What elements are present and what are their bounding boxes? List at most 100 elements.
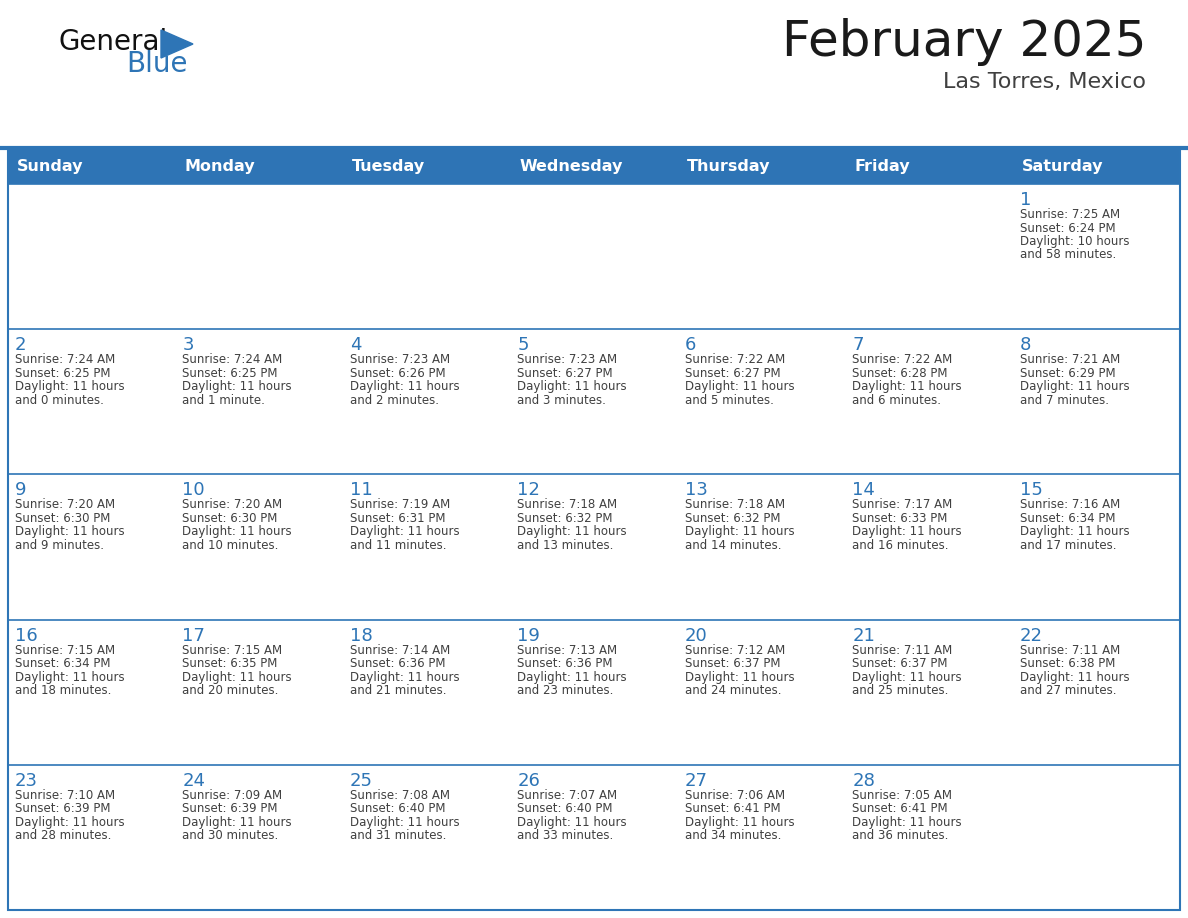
Text: and 18 minutes.: and 18 minutes.: [15, 684, 112, 697]
Text: Sunrise: 7:24 AM: Sunrise: 7:24 AM: [183, 353, 283, 366]
Text: Daylight: 11 hours: Daylight: 11 hours: [517, 671, 627, 684]
Text: and 20 minutes.: and 20 minutes.: [183, 684, 279, 697]
Text: Sunrise: 7:25 AM: Sunrise: 7:25 AM: [1019, 208, 1120, 221]
Text: and 2 minutes.: and 2 minutes.: [349, 394, 438, 407]
Text: Sunset: 6:32 PM: Sunset: 6:32 PM: [684, 512, 781, 525]
Text: 15: 15: [1019, 481, 1042, 499]
Text: 6: 6: [684, 336, 696, 354]
Text: Daylight: 11 hours: Daylight: 11 hours: [1019, 525, 1130, 538]
Text: 12: 12: [517, 481, 541, 499]
Text: Daylight: 11 hours: Daylight: 11 hours: [183, 525, 292, 538]
Text: and 24 minutes.: and 24 minutes.: [684, 684, 782, 697]
Text: and 6 minutes.: and 6 minutes.: [852, 394, 941, 407]
Text: Sunrise: 7:13 AM: Sunrise: 7:13 AM: [517, 644, 618, 656]
Text: Sunrise: 7:05 AM: Sunrise: 7:05 AM: [852, 789, 952, 801]
Text: Sunset: 6:39 PM: Sunset: 6:39 PM: [15, 802, 110, 815]
Text: Sunset: 6:24 PM: Sunset: 6:24 PM: [1019, 221, 1116, 234]
Text: Sunrise: 7:11 AM: Sunrise: 7:11 AM: [1019, 644, 1120, 656]
Text: 2: 2: [15, 336, 26, 354]
Text: Sunset: 6:26 PM: Sunset: 6:26 PM: [349, 366, 446, 380]
Text: and 34 minutes.: and 34 minutes.: [684, 829, 781, 843]
Bar: [8, 330, 1180, 475]
Text: Daylight: 11 hours: Daylight: 11 hours: [15, 380, 125, 393]
Text: 26: 26: [517, 772, 541, 789]
Text: and 21 minutes.: and 21 minutes.: [349, 684, 447, 697]
Text: Sunrise: 7:17 AM: Sunrise: 7:17 AM: [852, 498, 953, 511]
Text: and 23 minutes.: and 23 minutes.: [517, 684, 614, 697]
Text: 23: 23: [15, 772, 38, 789]
Text: and 10 minutes.: and 10 minutes.: [183, 539, 279, 552]
Bar: [8, 620, 1180, 765]
Text: and 0 minutes.: and 0 minutes.: [15, 394, 103, 407]
Text: and 13 minutes.: and 13 minutes.: [517, 539, 614, 552]
Text: Daylight: 11 hours: Daylight: 11 hours: [15, 816, 125, 829]
Text: Daylight: 11 hours: Daylight: 11 hours: [349, 525, 460, 538]
Text: Sunset: 6:34 PM: Sunset: 6:34 PM: [1019, 512, 1116, 525]
Text: and 33 minutes.: and 33 minutes.: [517, 829, 613, 843]
Text: 7: 7: [852, 336, 864, 354]
Text: 14: 14: [852, 481, 876, 499]
Text: Saturday: Saturday: [1022, 159, 1104, 174]
Text: Sunset: 6:32 PM: Sunset: 6:32 PM: [517, 512, 613, 525]
Text: Sunset: 6:35 PM: Sunset: 6:35 PM: [183, 657, 278, 670]
Text: Sunrise: 7:15 AM: Sunrise: 7:15 AM: [15, 644, 115, 656]
Text: 19: 19: [517, 627, 541, 644]
Text: General: General: [58, 28, 168, 56]
Text: Sunrise: 7:18 AM: Sunrise: 7:18 AM: [517, 498, 618, 511]
Text: Tuesday: Tuesday: [352, 159, 425, 174]
Text: and 31 minutes.: and 31 minutes.: [349, 829, 447, 843]
Text: Daylight: 11 hours: Daylight: 11 hours: [684, 525, 795, 538]
Text: Monday: Monday: [184, 159, 255, 174]
Text: 18: 18: [349, 627, 373, 644]
Text: Sunset: 6:36 PM: Sunset: 6:36 PM: [517, 657, 613, 670]
Text: Daylight: 11 hours: Daylight: 11 hours: [517, 380, 627, 393]
Text: and 11 minutes.: and 11 minutes.: [349, 539, 447, 552]
Text: Sunrise: 7:09 AM: Sunrise: 7:09 AM: [183, 789, 283, 801]
Text: Daylight: 11 hours: Daylight: 11 hours: [852, 816, 962, 829]
Text: Daylight: 11 hours: Daylight: 11 hours: [684, 380, 795, 393]
Text: Sunrise: 7:19 AM: Sunrise: 7:19 AM: [349, 498, 450, 511]
Text: 22: 22: [1019, 627, 1043, 644]
Text: and 3 minutes.: and 3 minutes.: [517, 394, 606, 407]
Text: Thursday: Thursday: [687, 159, 770, 174]
Text: 17: 17: [183, 627, 206, 644]
Text: Sunrise: 7:12 AM: Sunrise: 7:12 AM: [684, 644, 785, 656]
Text: 9: 9: [15, 481, 26, 499]
Text: Sunrise: 7:11 AM: Sunrise: 7:11 AM: [852, 644, 953, 656]
Text: Las Torres, Mexico: Las Torres, Mexico: [943, 72, 1146, 92]
Text: 11: 11: [349, 481, 373, 499]
Text: Sunrise: 7:16 AM: Sunrise: 7:16 AM: [1019, 498, 1120, 511]
Text: Sunset: 6:28 PM: Sunset: 6:28 PM: [852, 366, 948, 380]
Text: Daylight: 11 hours: Daylight: 11 hours: [684, 816, 795, 829]
Text: and 27 minutes.: and 27 minutes.: [1019, 684, 1116, 697]
Text: Friday: Friday: [854, 159, 910, 174]
Text: Daylight: 11 hours: Daylight: 11 hours: [852, 380, 962, 393]
Text: Sunrise: 7:20 AM: Sunrise: 7:20 AM: [183, 498, 283, 511]
Text: Daylight: 11 hours: Daylight: 11 hours: [517, 525, 627, 538]
Text: Sunrise: 7:15 AM: Sunrise: 7:15 AM: [183, 644, 283, 656]
Text: and 7 minutes.: and 7 minutes.: [1019, 394, 1108, 407]
Text: Blue: Blue: [126, 50, 188, 78]
Text: Sunset: 6:33 PM: Sunset: 6:33 PM: [852, 512, 948, 525]
Bar: [8, 148, 1180, 184]
Text: Daylight: 11 hours: Daylight: 11 hours: [852, 525, 962, 538]
Text: 5: 5: [517, 336, 529, 354]
Text: Sunset: 6:40 PM: Sunset: 6:40 PM: [517, 802, 613, 815]
Text: 16: 16: [15, 627, 38, 644]
Text: Sunrise: 7:08 AM: Sunrise: 7:08 AM: [349, 789, 450, 801]
Text: 4: 4: [349, 336, 361, 354]
Text: and 28 minutes.: and 28 minutes.: [15, 829, 112, 843]
Text: Sunset: 6:25 PM: Sunset: 6:25 PM: [15, 366, 110, 380]
Text: Daylight: 11 hours: Daylight: 11 hours: [183, 816, 292, 829]
Text: Sunset: 6:37 PM: Sunset: 6:37 PM: [684, 657, 781, 670]
Text: Daylight: 11 hours: Daylight: 11 hours: [15, 525, 125, 538]
Text: Daylight: 11 hours: Daylight: 11 hours: [349, 671, 460, 684]
Text: and 17 minutes.: and 17 minutes.: [1019, 539, 1116, 552]
Text: February 2025: February 2025: [782, 18, 1146, 66]
Text: Sunset: 6:40 PM: Sunset: 6:40 PM: [349, 802, 446, 815]
Text: 27: 27: [684, 772, 708, 789]
Text: 8: 8: [1019, 336, 1031, 354]
Text: Sunrise: 7:20 AM: Sunrise: 7:20 AM: [15, 498, 115, 511]
Text: 24: 24: [183, 772, 206, 789]
Text: Sunrise: 7:23 AM: Sunrise: 7:23 AM: [517, 353, 618, 366]
